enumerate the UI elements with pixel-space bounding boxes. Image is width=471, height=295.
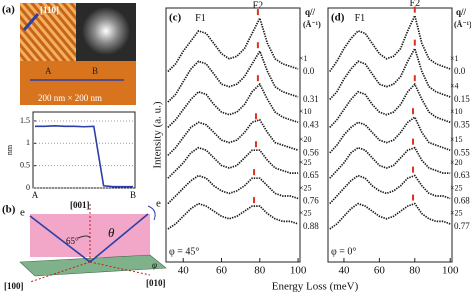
spectrum [329, 202, 451, 230]
spectrum [167, 82, 299, 129]
y-axis-title: nm [5, 144, 14, 155]
x-tick-label: A [32, 190, 39, 200]
spectrum [167, 174, 299, 205]
q-header: q// [305, 7, 316, 17]
series-label: 0.56 [303, 147, 319, 157]
x-tick-label: 40 [178, 265, 190, 277]
profile-line [35, 125, 133, 188]
series-label: 0.0 [303, 66, 315, 76]
peak-label: F1 [195, 13, 206, 24]
peak-label: F2 [253, 0, 264, 11]
y-axis-title: Intensity (a. u.) [152, 101, 164, 169]
scale-label: ×10 [450, 107, 463, 116]
series-label: 0.88 [303, 221, 319, 231]
scale-label: ×25 [450, 209, 463, 218]
point-label: A [45, 66, 52, 76]
x-tick-label: 100 [290, 265, 307, 277]
series-label: 0.65 [303, 170, 319, 180]
x-tick-label: 80 [254, 265, 266, 277]
q-header: q// [456, 7, 467, 17]
series-label: 0.31 [303, 94, 319, 104]
scale-label: ×20 [450, 158, 463, 167]
y-tick-label: 1.5 [20, 116, 30, 125]
series-label: 0.35 [454, 119, 470, 129]
stm-image [20, 3, 136, 105]
series-label: 0.0 [454, 66, 466, 76]
point-label: B [92, 66, 98, 76]
x-tick-label: 100 [442, 265, 459, 277]
spectrum [167, 49, 299, 103]
x-tick-label: 60 [216, 265, 228, 277]
spectrum [167, 15, 299, 73]
series-label: 0.77 [454, 221, 470, 231]
geometry-diagram [19, 204, 167, 283]
plot-frame [327, 7, 453, 263]
series-label: 0.15 [454, 94, 470, 104]
peak-label: F1 [355, 13, 366, 24]
scale-label: ×15 [450, 135, 463, 144]
scale-label: ×10 [299, 107, 312, 116]
spectrum [167, 202, 299, 230]
x-tick-label: B [130, 190, 136, 200]
scale-label: ×25 [299, 209, 312, 218]
x-axis-title: Energy Loss (meV) [272, 281, 359, 293]
series-label: 0.43 [303, 119, 319, 129]
spectrum [329, 174, 451, 205]
scale-label: ×25 [299, 183, 312, 192]
scale-label: ×25 [299, 158, 312, 167]
beam-label: e [156, 198, 161, 210]
angle-label: φ [152, 260, 157, 270]
scale-label: ×25 [450, 183, 463, 192]
beam-label: e [20, 207, 25, 219]
plot-frame [165, 7, 301, 263]
panel-label: (a) [2, 4, 15, 16]
annotation: φ = 45° [169, 246, 199, 257]
spectrum [329, 82, 451, 128]
y-tick-label: 0 [26, 183, 30, 192]
spectrum [167, 146, 299, 179]
plot-frame [32, 111, 136, 189]
scale-label: ×20 [299, 135, 312, 144]
annotation: φ = 0° [331, 246, 356, 257]
angle-label: 65° [66, 236, 79, 246]
q-unit: (Å⁻¹) [454, 20, 471, 29]
scale-label: 200 nm × 200 nm [38, 93, 102, 103]
series-label: 0.68 [454, 196, 470, 206]
direction-label: [110] [40, 5, 59, 15]
panel-label: (b) [2, 204, 16, 216]
series-label: 0.76 [303, 196, 319, 206]
panel-label: (d) [331, 12, 345, 24]
y-tick-label: 0.5 [20, 160, 30, 169]
direction-arrow [22, 13, 40, 31]
spectrum [329, 115, 451, 154]
panel-label: (c) [169, 12, 182, 24]
scale-label: ×1 [299, 54, 308, 63]
axis-label: [001] [70, 200, 90, 210]
series-label: 0.55 [454, 147, 470, 157]
spectrum [329, 146, 451, 179]
x-tick-label: 80 [409, 265, 421, 277]
x-tick-label: 40 [338, 265, 350, 277]
q-unit: (Å⁻¹) [303, 20, 321, 29]
axis-label: [100] [4, 281, 24, 291]
axis-label: [010] [146, 278, 166, 288]
angle-label: θ [108, 225, 115, 240]
x-tick-label: 60 [374, 265, 386, 277]
scale-label: ×1 [450, 54, 459, 63]
series-label: 0.63 [454, 170, 470, 180]
y-tick-label: 1 [26, 138, 30, 147]
spectrum [167, 118, 299, 156]
spectrum [329, 13, 451, 72]
scale-label: ×4 [450, 82, 459, 91]
peak-label: F2 [410, 0, 421, 9]
spectrum [329, 46, 451, 100]
